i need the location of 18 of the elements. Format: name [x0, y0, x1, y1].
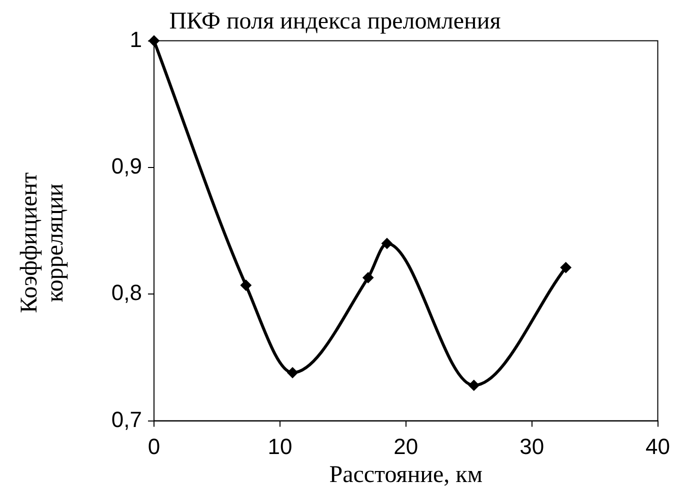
point	[468, 380, 480, 391]
point	[240, 280, 252, 291]
chart-title: ПКФ поля индекса преломления	[169, 8, 501, 35]
point	[560, 262, 572, 274]
x-tick-label: 20	[394, 434, 418, 460]
point	[362, 272, 374, 284]
point	[381, 238, 392, 249]
x-tick-label: 0	[148, 434, 160, 460]
y-tick-label: 1	[130, 26, 142, 52]
x-tick-label: 10	[268, 434, 292, 460]
x-tick-label: 30	[520, 434, 544, 460]
x-axis-title: Расстояние, км	[329, 462, 483, 488]
y-tick-label: 0,9	[111, 154, 142, 179]
y-tick-label: 0,8	[111, 280, 142, 306]
x-tick-label: 40	[646, 434, 670, 460]
point	[287, 367, 298, 378]
y-tick-label: 0,7	[111, 406, 142, 432]
y-axis-title: Коэффициент корреляции	[16, 172, 68, 314]
